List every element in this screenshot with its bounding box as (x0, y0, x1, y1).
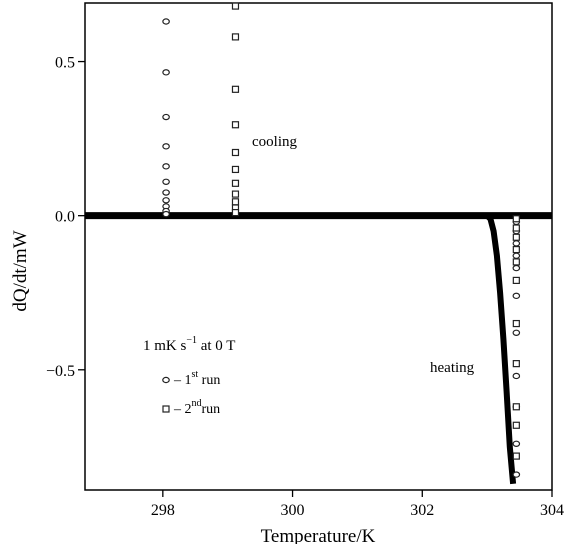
legend-label-prefix: – 1 (173, 373, 192, 388)
run1-point (162, 113, 170, 121)
run2-point (512, 403, 520, 411)
legend: – 1st run– 2ndrun (162, 369, 220, 417)
run2-point (231, 165, 240, 174)
legend-label-suffix: run (202, 402, 221, 417)
legend-label-sup: st (192, 369, 199, 380)
annotation-cooling: cooling (252, 134, 297, 150)
run1-point (512, 372, 521, 380)
x-tick-label: 304 (540, 502, 564, 519)
run2-point (231, 121, 240, 129)
run2-point (231, 179, 240, 187)
annotation-rate-sup: −1 (186, 335, 197, 346)
run1-point (512, 252, 521, 259)
run1-point (162, 163, 170, 170)
run2-point (512, 319, 520, 328)
y-tick-label: 0.0 (55, 209, 75, 226)
heating-curve (485, 213, 517, 485)
run2-point (512, 245, 520, 254)
annotation-rate: 1 mK s−1 at 0 T (143, 335, 235, 354)
run1-point (162, 189, 170, 196)
run1-point (512, 264, 521, 272)
run1-point (162, 210, 170, 218)
run2-point (512, 233, 520, 241)
run2-point (231, 85, 240, 93)
run2-point (231, 2, 240, 10)
run2-point (231, 198, 240, 206)
run1-point (512, 471, 521, 478)
annotation-rate-prefix: 1 mK s (143, 338, 187, 354)
y-axis-title: dQ/dt/mW (10, 230, 31, 311)
run1-point (162, 18, 170, 25)
axes: 298 300 302 304 0.5 0.0 −0.5 (46, 2, 564, 519)
run2-point (512, 360, 520, 368)
legend-label-2: – 2ndrun (173, 398, 220, 417)
run2-point (512, 258, 520, 266)
run1-point (512, 440, 521, 447)
run2-point (512, 224, 520, 232)
text-layer: Temperature/K dQ/dt/mW cooling heating 1… (10, 134, 475, 547)
run1-point (162, 197, 170, 204)
legend-label-1: – 1st run (173, 369, 220, 388)
x-tick-label: 298 (151, 502, 175, 519)
run2-point (231, 33, 240, 41)
run2-point (231, 190, 240, 198)
legend-label-prefix: – 2 (173, 402, 192, 417)
y-tick-label: −0.5 (46, 363, 75, 380)
run1-point (162, 143, 170, 150)
annotation-rate-suffix: at 0 T (197, 338, 235, 354)
data-layer (85, 2, 552, 485)
legend-label-suffix: run (198, 373, 220, 388)
run1-point (512, 240, 521, 247)
legend-label-sup: nd (192, 398, 202, 409)
run2-point (231, 208, 240, 217)
run2-point (512, 276, 520, 285)
run1-point (162, 69, 170, 76)
run1-point (512, 329, 521, 337)
legend-marker-2 (162, 405, 170, 413)
run1-point (162, 178, 170, 185)
annotation-heating: heating (430, 360, 475, 376)
y-tick-label: 0.5 (55, 55, 75, 72)
x-tick-label: 300 (281, 502, 305, 519)
plot-frame (84, 2, 553, 491)
run1-point (512, 292, 521, 300)
x-axis-title: Temperature/K (261, 526, 376, 544)
run2-point (231, 148, 240, 157)
x-tick-label: 302 (410, 502, 434, 519)
run2-point (512, 421, 520, 429)
run2-point (512, 215, 520, 223)
legend-marker-1 (162, 376, 170, 384)
run2-point (512, 452, 520, 460)
